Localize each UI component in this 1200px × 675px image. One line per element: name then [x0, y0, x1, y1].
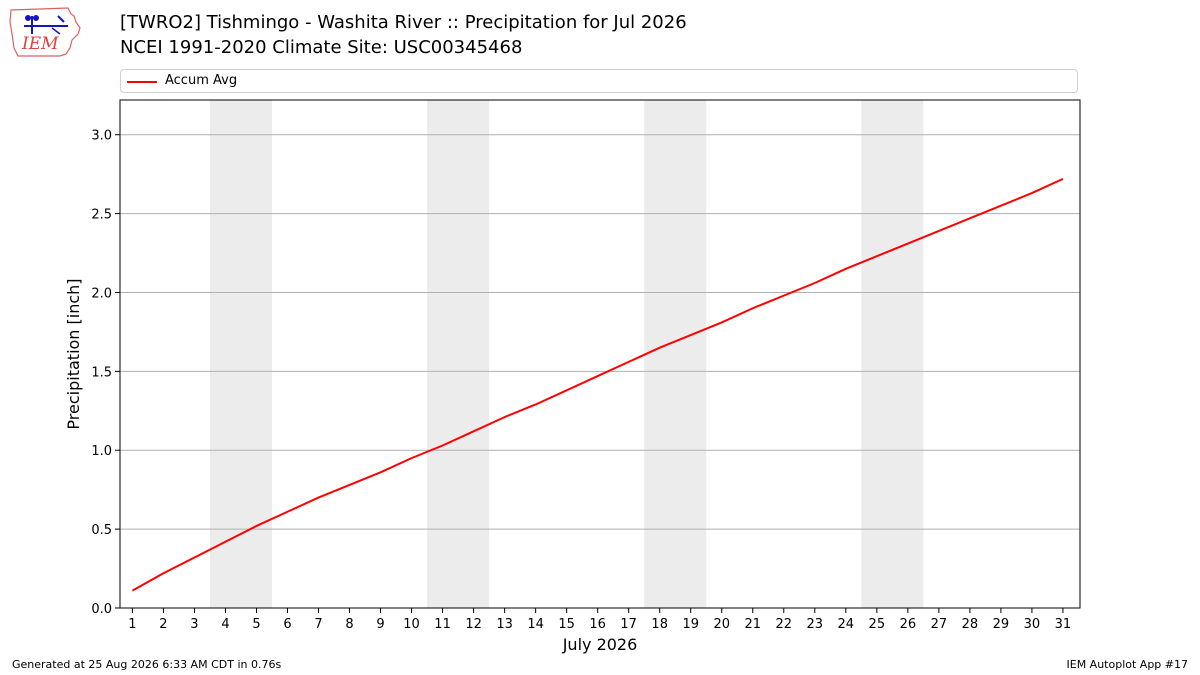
y-tick-label: 2.5 — [91, 208, 112, 223]
legend-label-accum-avg: Accum Avg — [165, 73, 238, 88]
x-tick-label: 27 — [931, 617, 948, 632]
x-tick-label: 13 — [496, 617, 513, 632]
x-tick-label: 26 — [900, 617, 917, 632]
x-tick-label: 17 — [620, 617, 637, 632]
x-tick-label: 12 — [465, 617, 482, 632]
weekend-band — [861, 100, 924, 608]
x-tick-label: 29 — [993, 617, 1010, 632]
y-tick-label: 3.0 — [91, 129, 112, 144]
weather-station-icon — [24, 15, 68, 35]
iowa-outline-icon — [9, 7, 81, 57]
x-tick-label: 16 — [589, 617, 606, 632]
x-tick-label: 28 — [962, 617, 979, 632]
x-tick-label: 10 — [403, 617, 420, 632]
x-tick-label: 1 — [128, 617, 136, 632]
y-tick-label: 2.0 — [91, 286, 112, 301]
weekend-band — [427, 100, 490, 608]
chart-title: [TWRO2] Tishmingo - Washita River :: Pre… — [120, 12, 687, 33]
x-tick-label: 19 — [682, 617, 699, 632]
weekend-band — [209, 100, 272, 608]
x-tick-label: 18 — [651, 617, 668, 632]
footer-app: IEM Autoplot App #17 — [1066, 658, 1189, 671]
x-tick-label: 23 — [807, 617, 824, 632]
x-tick-label: 14 — [527, 617, 544, 632]
x-tick-label: 8 — [345, 617, 353, 632]
legend-swatch-accum-avg — [127, 81, 157, 83]
x-tick-label: 22 — [776, 617, 793, 632]
y-tick-label: 1.5 — [91, 365, 112, 380]
x-tick-label: 3 — [190, 617, 198, 632]
x-tick-label: 25 — [869, 617, 886, 632]
x-tick-label: 4 — [221, 617, 229, 632]
y-axis-label: Precipitation [inch] — [64, 278, 83, 429]
x-tick-label: 21 — [744, 617, 761, 632]
x-tick-label: 7 — [314, 617, 322, 632]
series-line-accum-avg — [131, 177, 1064, 592]
x-tick-label: 5 — [252, 617, 260, 632]
y-tick-label: 0.5 — [91, 523, 112, 538]
logo-text: IEM — [21, 34, 59, 54]
x-tick-label: 11 — [434, 617, 451, 632]
iem-logo: IEM — [9, 7, 81, 57]
x-axis-label: July 2026 — [562, 635, 638, 654]
x-tick-label: 24 — [838, 617, 855, 632]
x-tick-label: 30 — [1024, 617, 1041, 632]
x-tick-label: 6 — [283, 617, 291, 632]
weekend-band — [644, 100, 707, 608]
y-tick-label: 0.0 — [91, 602, 112, 617]
x-tick-label: 2 — [159, 617, 167, 632]
legend: Accum Avg — [120, 69, 1078, 93]
x-tick-label: 31 — [1055, 617, 1072, 632]
footer-generated: Generated at 25 Aug 2026 6:33 AM CDT in … — [12, 658, 282, 671]
x-tick-label: 20 — [713, 617, 730, 632]
x-tick-label: 9 — [376, 617, 384, 632]
plot-frame — [119, 99, 1081, 609]
x-tick-label: 15 — [558, 617, 575, 632]
chart-subtitle: NCEI 1991-2020 Climate Site: USC00345468 — [120, 37, 523, 58]
y-tick-label: 1.0 — [91, 444, 112, 459]
